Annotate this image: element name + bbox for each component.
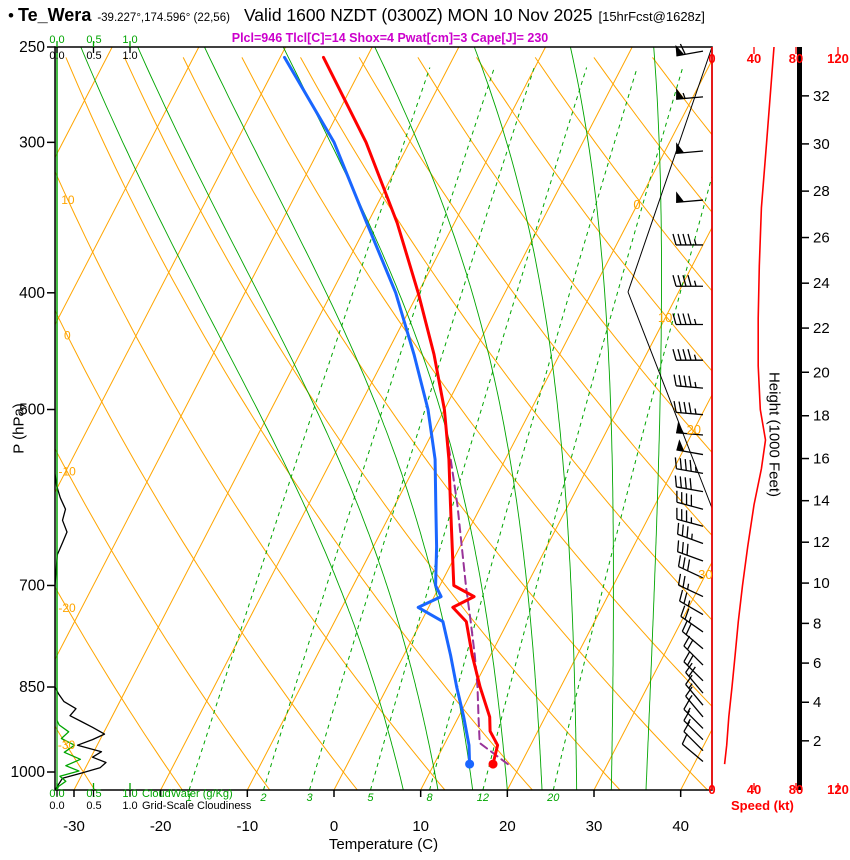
svg-text:16: 16	[813, 451, 830, 468]
svg-text:-20: -20	[150, 818, 172, 835]
svg-text:850: 850	[19, 679, 45, 696]
svg-text:0: 0	[64, 328, 71, 342]
svg-text:-30: -30	[63, 818, 85, 835]
svg-text:80: 80	[789, 51, 803, 66]
sounding-profiles	[55, 47, 509, 790]
svg-text:40: 40	[747, 51, 761, 66]
svg-text:250: 250	[19, 39, 45, 56]
svg-text:300: 300	[19, 134, 45, 151]
svg-text:-10: -10	[58, 465, 76, 479]
svg-text:10: 10	[61, 193, 75, 207]
svg-text:120: 120	[827, 51, 849, 66]
svg-text:8: 8	[813, 615, 821, 632]
svg-text:10: 10	[412, 818, 429, 835]
svg-text:32: 32	[813, 88, 830, 105]
svg-text:26: 26	[813, 230, 830, 247]
svg-text:20: 20	[499, 818, 516, 835]
svg-text:6: 6	[813, 655, 821, 672]
svg-text:-20: -20	[58, 601, 76, 615]
svg-text:1: 1	[186, 792, 192, 804]
svg-text:18: 18	[813, 408, 830, 425]
svg-text:3: 3	[306, 792, 313, 804]
svg-text:30: 30	[698, 567, 712, 582]
svg-text:14: 14	[813, 493, 830, 510]
svg-text:5: 5	[367, 792, 374, 804]
svg-text:2: 2	[259, 792, 266, 804]
svg-text:700: 700	[19, 577, 45, 594]
speed-profile-curve	[723, 46, 775, 765]
corner-boundary-lines	[627, 46, 713, 509]
svg-text:30: 30	[586, 818, 603, 835]
svg-text:400: 400	[19, 285, 45, 302]
svg-text:-30: -30	[58, 738, 76, 752]
background-grid	[55, 47, 712, 790]
svg-text:1000: 1000	[11, 764, 46, 781]
svg-text:20: 20	[687, 422, 701, 437]
surface-temp-dot	[488, 759, 498, 769]
svg-text:2: 2	[813, 733, 821, 750]
svg-text:0: 0	[330, 818, 338, 835]
svg-text:22: 22	[813, 320, 830, 337]
svg-text:12: 12	[813, 534, 830, 551]
svg-text:24: 24	[813, 275, 830, 292]
svg-text:28: 28	[813, 183, 830, 200]
svg-text:0: 0	[633, 197, 640, 212]
svg-text:500: 500	[19, 402, 45, 419]
wind-barbs	[672, 43, 704, 762]
surface-dewpoint-dot	[465, 759, 475, 769]
svg-text:12: 12	[477, 792, 489, 804]
svg-text:-10: -10	[236, 818, 258, 835]
svg-text:40: 40	[672, 818, 689, 835]
svg-text:4: 4	[813, 694, 821, 711]
svg-text:0: 0	[708, 51, 715, 66]
svg-text:10: 10	[658, 310, 672, 325]
svg-text:10: 10	[813, 575, 830, 592]
svg-text:8: 8	[427, 792, 434, 804]
svg-text:0: 0	[708, 782, 715, 797]
svg-text:30: 30	[813, 136, 830, 153]
svg-text:20: 20	[813, 364, 830, 381]
svg-text:20: 20	[546, 792, 560, 804]
